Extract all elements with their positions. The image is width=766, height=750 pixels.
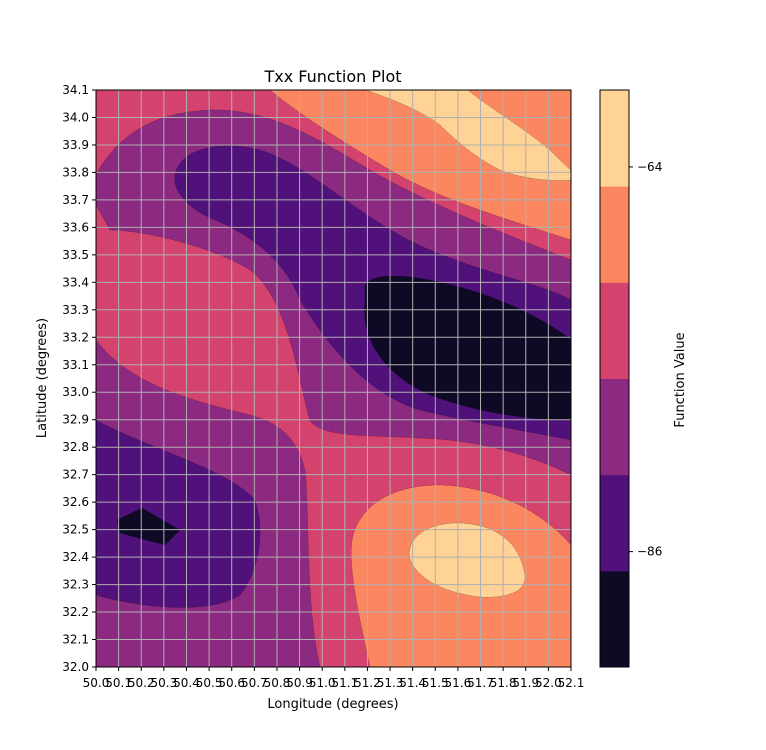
y-axis-label: Latitude (degrees) <box>35 318 50 438</box>
colorbar-segment <box>600 90 629 187</box>
y-tick-label: 33.2 <box>62 330 89 344</box>
x-tick-label: 51.6 <box>445 676 472 690</box>
x-tick-label: 50.8 <box>264 676 291 690</box>
x-tick-label: 50.9 <box>286 676 313 690</box>
y-tick-label: 32.3 <box>62 578 89 592</box>
x-tick-label: 52.1 <box>558 676 585 690</box>
x-tick-label: 51.5 <box>422 676 449 690</box>
colorbar-segment <box>600 378 629 476</box>
y-tick-label: 33.3 <box>62 303 89 317</box>
colorbar-tick-label: −64 <box>637 160 662 174</box>
x-tick-label: 50.4 <box>173 676 200 690</box>
y-tick-label: 32.7 <box>62 468 89 482</box>
y-tick-label: 34.1 <box>62 83 89 97</box>
y-tick-label: 32.9 <box>62 413 89 427</box>
y-tick-label: 32.2 <box>62 605 89 619</box>
y-tick-label: 33.8 <box>62 165 89 179</box>
x-axis-label: Longitude (degrees) <box>267 697 398 712</box>
grid-lines <box>96 90 571 667</box>
contour-fill-level-5-southeast <box>409 522 526 598</box>
colorbar-segment <box>600 570 629 668</box>
y-tick-label: 33.1 <box>62 358 89 372</box>
colorbar-label: Function Value <box>673 332 688 427</box>
x-tick-label: 51.4 <box>399 676 426 690</box>
colorbar-segment <box>600 282 629 379</box>
y-tick-label: 32.8 <box>62 440 89 454</box>
contour-fill-level-5-northeast <box>364 90 571 181</box>
x-tick-label: 51.9 <box>512 676 539 690</box>
y-tick-label: 33.4 <box>62 275 89 289</box>
y-tick-label: 32.4 <box>62 550 89 564</box>
y-tick-label: 32.6 <box>62 495 89 509</box>
colorbar-tick-label: −86 <box>637 545 662 559</box>
x-tick-label: 50.3 <box>150 676 177 690</box>
x-tick-label: 50.0 <box>83 676 110 690</box>
x-tick-label: 51.0 <box>309 676 336 690</box>
y-tick-label: 33.9 <box>62 138 89 152</box>
x-axis: 50.050.150.250.350.450.550.650.750.850.9… <box>83 667 585 690</box>
x-tick-label: 50.7 <box>241 676 268 690</box>
plot-area <box>96 90 571 667</box>
colorbar: −64 −86 <box>599 89 662 668</box>
y-tick-label: 33.0 <box>62 385 89 399</box>
y-tick-label: 33.7 <box>62 193 89 207</box>
y-axis: 32.0 32.1 32.2 32.3 32.4 32.5 32.6 32.7 32.8 32.9… <box>62 83 96 674</box>
x-tick-label: 51.8 <box>490 676 517 690</box>
x-tick-label: 51.2 <box>354 676 381 690</box>
y-tick-label: 33.5 <box>62 248 89 262</box>
y-tick-label: 32.5 <box>62 523 89 537</box>
x-tick-label: 50.1 <box>105 676 132 690</box>
x-tick-label: 51.7 <box>467 676 494 690</box>
colorbar-frame <box>599 89 630 668</box>
x-tick-label: 51.1 <box>331 676 358 690</box>
plot-frame <box>95 89 572 668</box>
colorbar-segment <box>600 474 629 572</box>
x-tick-label: 50.2 <box>128 676 155 690</box>
x-tick-label: 50.6 <box>218 676 245 690</box>
y-tick-label: 33.6 <box>62 220 89 234</box>
colorbar-segment <box>600 186 629 283</box>
y-tick-label: 34.0 <box>62 110 89 124</box>
y-tick-label: 32.0 <box>62 660 89 674</box>
contour-fill-level-1-southwest <box>96 419 261 608</box>
x-tick-label: 50.5 <box>196 676 223 690</box>
x-tick-label: 52.0 <box>535 676 562 690</box>
y-tick-label: 32.1 <box>62 633 89 647</box>
x-tick-label: 51.3 <box>377 676 404 690</box>
chart-title: Txx Function Plot <box>263 67 401 86</box>
